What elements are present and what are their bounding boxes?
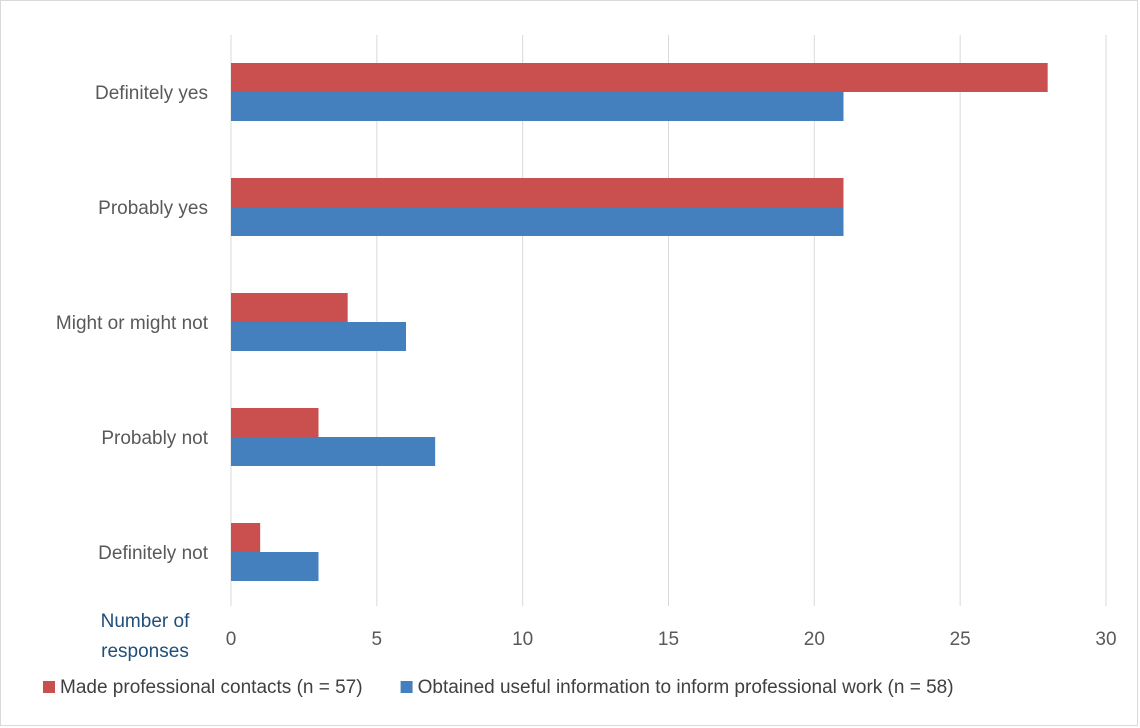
x-tick-label: 20	[804, 629, 825, 650]
legend-swatch	[43, 681, 55, 693]
category-label: Definitely not	[98, 543, 209, 564]
bar-useful-information-0	[231, 92, 844, 121]
legend-swatch	[400, 681, 413, 693]
gridlines	[230, 35, 1107, 606]
category-labels: Definitely yes Probably yes Might or might…	[56, 83, 209, 564]
category-label: Definitely yes	[95, 83, 208, 104]
x-tick-labels: 0 5 10 15 20 25 30	[226, 629, 1117, 650]
bar-professional-contacts-4	[231, 523, 261, 552]
bar-professional-contacts-1	[231, 178, 844, 207]
bar-professional-contacts-2	[231, 293, 348, 322]
x-tick-label: 30	[1095, 629, 1116, 650]
legend-label: Made professional contacts (n = 57)	[60, 677, 363, 698]
legend-label: Obtained useful information to inform pr…	[418, 677, 954, 698]
category-label: Probably not	[101, 428, 208, 449]
x-axis-title-line-2: responses	[101, 641, 189, 662]
x-tick-label: 15	[658, 629, 679, 650]
bar-professional-contacts-3	[231, 408, 319, 437]
x-tick-label: 25	[950, 629, 971, 650]
x-tick-label: 5	[372, 629, 383, 650]
category-label: Might or might not	[56, 313, 209, 334]
bar-useful-information-3	[231, 437, 436, 466]
bar-professional-contacts-0	[231, 63, 1048, 92]
x-tick-label: 10	[512, 629, 533, 650]
bars	[231, 63, 1048, 581]
x-tick-label: 0	[226, 629, 237, 650]
bar-useful-information-1	[231, 207, 844, 236]
x-axis-title-line-1: Number of	[101, 611, 190, 632]
category-label: Probably yes	[98, 198, 208, 219]
bar-useful-information-4	[231, 552, 319, 581]
bar-useful-information-2	[231, 322, 406, 351]
legend: Made professional contacts (n = 57) Obtai…	[43, 677, 954, 698]
